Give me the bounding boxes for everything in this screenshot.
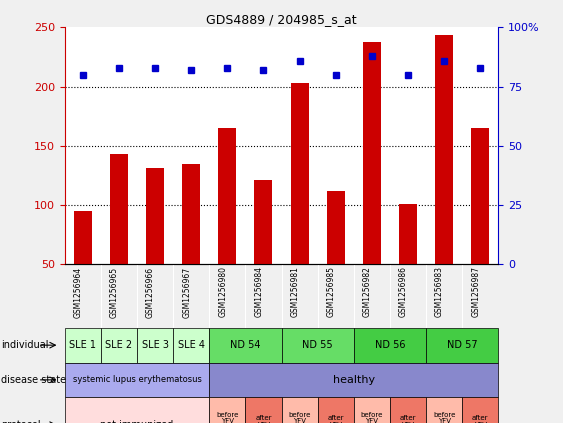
Text: ND 56: ND 56 xyxy=(374,340,405,350)
Bar xyxy=(182,164,200,264)
Text: GSM1256987: GSM1256987 xyxy=(471,266,480,318)
Bar xyxy=(327,191,345,264)
Text: GSM1256967: GSM1256967 xyxy=(182,266,191,318)
Bar xyxy=(471,128,489,264)
Bar xyxy=(110,154,128,264)
Bar xyxy=(363,42,381,264)
Text: after
YFV
immuniz: after YFV immuniz xyxy=(393,415,423,423)
Text: before
YFV
immuniz
ation: before YFV immuniz ation xyxy=(212,412,243,423)
Bar xyxy=(291,83,309,264)
Text: before
YFV
immuniz
ation: before YFV immuniz ation xyxy=(357,412,387,423)
Text: GSM1256966: GSM1256966 xyxy=(146,266,155,318)
Text: after
YFV
immuniz: after YFV immuniz xyxy=(465,415,495,423)
Text: GSM1256984: GSM1256984 xyxy=(254,266,263,318)
Text: GSM1256980: GSM1256980 xyxy=(218,266,227,318)
Text: individual: individual xyxy=(1,340,48,350)
Text: GSM1256985: GSM1256985 xyxy=(327,266,336,318)
Bar xyxy=(435,35,453,264)
Bar xyxy=(399,204,417,264)
Text: GSM1256964: GSM1256964 xyxy=(74,266,83,318)
Title: GDS4889 / 204985_s_at: GDS4889 / 204985_s_at xyxy=(206,14,357,26)
Bar xyxy=(74,211,92,264)
Text: disease state: disease state xyxy=(1,375,66,385)
Text: GSM1256981: GSM1256981 xyxy=(291,266,300,317)
Text: GSM1256965: GSM1256965 xyxy=(110,266,119,318)
Bar xyxy=(254,180,272,264)
Text: SLE 1: SLE 1 xyxy=(69,340,96,350)
Text: SLE 2: SLE 2 xyxy=(105,340,132,350)
Bar xyxy=(218,128,236,264)
Text: ND 54: ND 54 xyxy=(230,340,261,350)
Text: ND 55: ND 55 xyxy=(302,340,333,350)
Text: after
YFV
immuniz: after YFV immuniz xyxy=(248,415,279,423)
Text: protocol: protocol xyxy=(1,420,41,423)
Text: healthy: healthy xyxy=(333,375,375,385)
Text: before
YFV
immuniz
ation: before YFV immuniz ation xyxy=(284,412,315,423)
Text: not immunized: not immunized xyxy=(100,420,173,423)
Text: GSM1256982: GSM1256982 xyxy=(363,266,372,317)
Text: after
YFV
immuniz: after YFV immuniz xyxy=(320,415,351,423)
Text: GSM1256983: GSM1256983 xyxy=(435,266,444,318)
Text: before
YFV
immuni
zation: before YFV immuni zation xyxy=(431,412,457,423)
Text: ND 57: ND 57 xyxy=(447,340,477,350)
Text: SLE 4: SLE 4 xyxy=(178,340,205,350)
Text: GSM1256986: GSM1256986 xyxy=(399,266,408,318)
Text: systemic lupus erythematosus: systemic lupus erythematosus xyxy=(73,375,202,385)
Bar xyxy=(146,168,164,264)
Text: SLE 3: SLE 3 xyxy=(141,340,168,350)
